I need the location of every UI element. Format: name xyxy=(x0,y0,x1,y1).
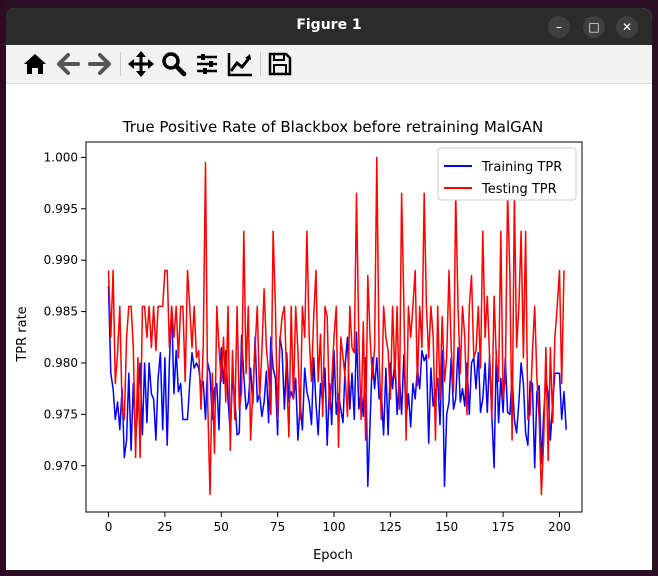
legend-box xyxy=(437,147,577,201)
minimize-button[interactable]: – xyxy=(548,16,570,38)
window-title: Figure 1 xyxy=(296,17,362,33)
home-icon xyxy=(24,54,46,74)
floppy-disk-icon xyxy=(268,52,292,76)
maximize-icon: □ xyxy=(588,20,600,34)
y-axis-label: TPR rate xyxy=(15,306,30,362)
legend: Training TPR Testing TPR xyxy=(437,147,577,201)
figure-window: Figure 1 – □ ✕ xyxy=(6,8,652,570)
testing-tpr-line xyxy=(107,156,565,496)
x-tick-label: 150 xyxy=(435,520,458,534)
arrow-left-icon xyxy=(57,53,80,75)
chart-title: True Positive Rate of Blackbox before re… xyxy=(122,118,543,136)
y-tick-label: 0.990 xyxy=(44,253,78,267)
terminal-edge xyxy=(0,0,6,576)
figure-canvas[interactable]: True Positive Rate of Blackbox before re… xyxy=(6,84,652,570)
close-button[interactable]: ✕ xyxy=(616,16,638,38)
y-tick-label: 0.995 xyxy=(44,202,78,216)
zoom-button[interactable] xyxy=(160,50,188,78)
series-layer xyxy=(107,156,567,496)
chart-line-icon xyxy=(227,53,252,77)
toolbar-separator xyxy=(120,52,121,76)
y-tick-label: 0.970 xyxy=(44,459,78,473)
toolbar-separator xyxy=(260,52,261,76)
move-icon xyxy=(128,51,154,77)
back-button[interactable] xyxy=(54,50,82,78)
x-tick-label: 100 xyxy=(323,520,346,534)
sliders-icon xyxy=(197,54,217,74)
x-tick-label: 25 xyxy=(157,520,172,534)
toolbar xyxy=(6,45,652,84)
minimize-icon: – xyxy=(556,20,562,34)
save-button[interactable] xyxy=(266,50,294,78)
y-tick-label: 1.000 xyxy=(44,150,78,164)
y-tick-label: 0.975 xyxy=(44,407,78,421)
x-tick-label: 200 xyxy=(548,520,571,534)
maximize-button[interactable]: □ xyxy=(583,16,605,38)
home-button[interactable] xyxy=(21,50,49,78)
pan-button[interactable] xyxy=(127,50,155,78)
tpr-chart[interactable]: True Positive Rate of Blackbox before re… xyxy=(6,84,652,570)
close-icon: ✕ xyxy=(621,20,633,34)
x-tick-label: 75 xyxy=(270,520,285,534)
y-tick-label: 0.985 xyxy=(44,305,78,319)
x-tick-label: 175 xyxy=(492,520,515,534)
x-tick-label: 125 xyxy=(379,520,402,534)
x-tick-label: 0 xyxy=(105,520,113,534)
forward-button[interactable] xyxy=(86,50,114,78)
plot-frame xyxy=(85,141,583,513)
title-bar[interactable]: Figure 1 – □ ✕ xyxy=(6,8,652,45)
magnifier-icon xyxy=(162,52,187,77)
tick-layer: 0 25 50 75 100 125 150 175 200 0.970 0.975 0.980 0.9… xyxy=(44,150,571,534)
y-tick-label: 0.980 xyxy=(44,356,78,370)
x-axis-label: Epoch xyxy=(313,548,353,563)
x-tick-label: 50 xyxy=(214,520,229,534)
legend-label-testing: Testing TPR xyxy=(481,182,557,197)
legend-label-training: Training TPR xyxy=(481,160,562,175)
subplots-button[interactable] xyxy=(193,50,221,78)
arrow-right-icon xyxy=(88,53,111,75)
customize-button[interactable] xyxy=(226,50,254,78)
